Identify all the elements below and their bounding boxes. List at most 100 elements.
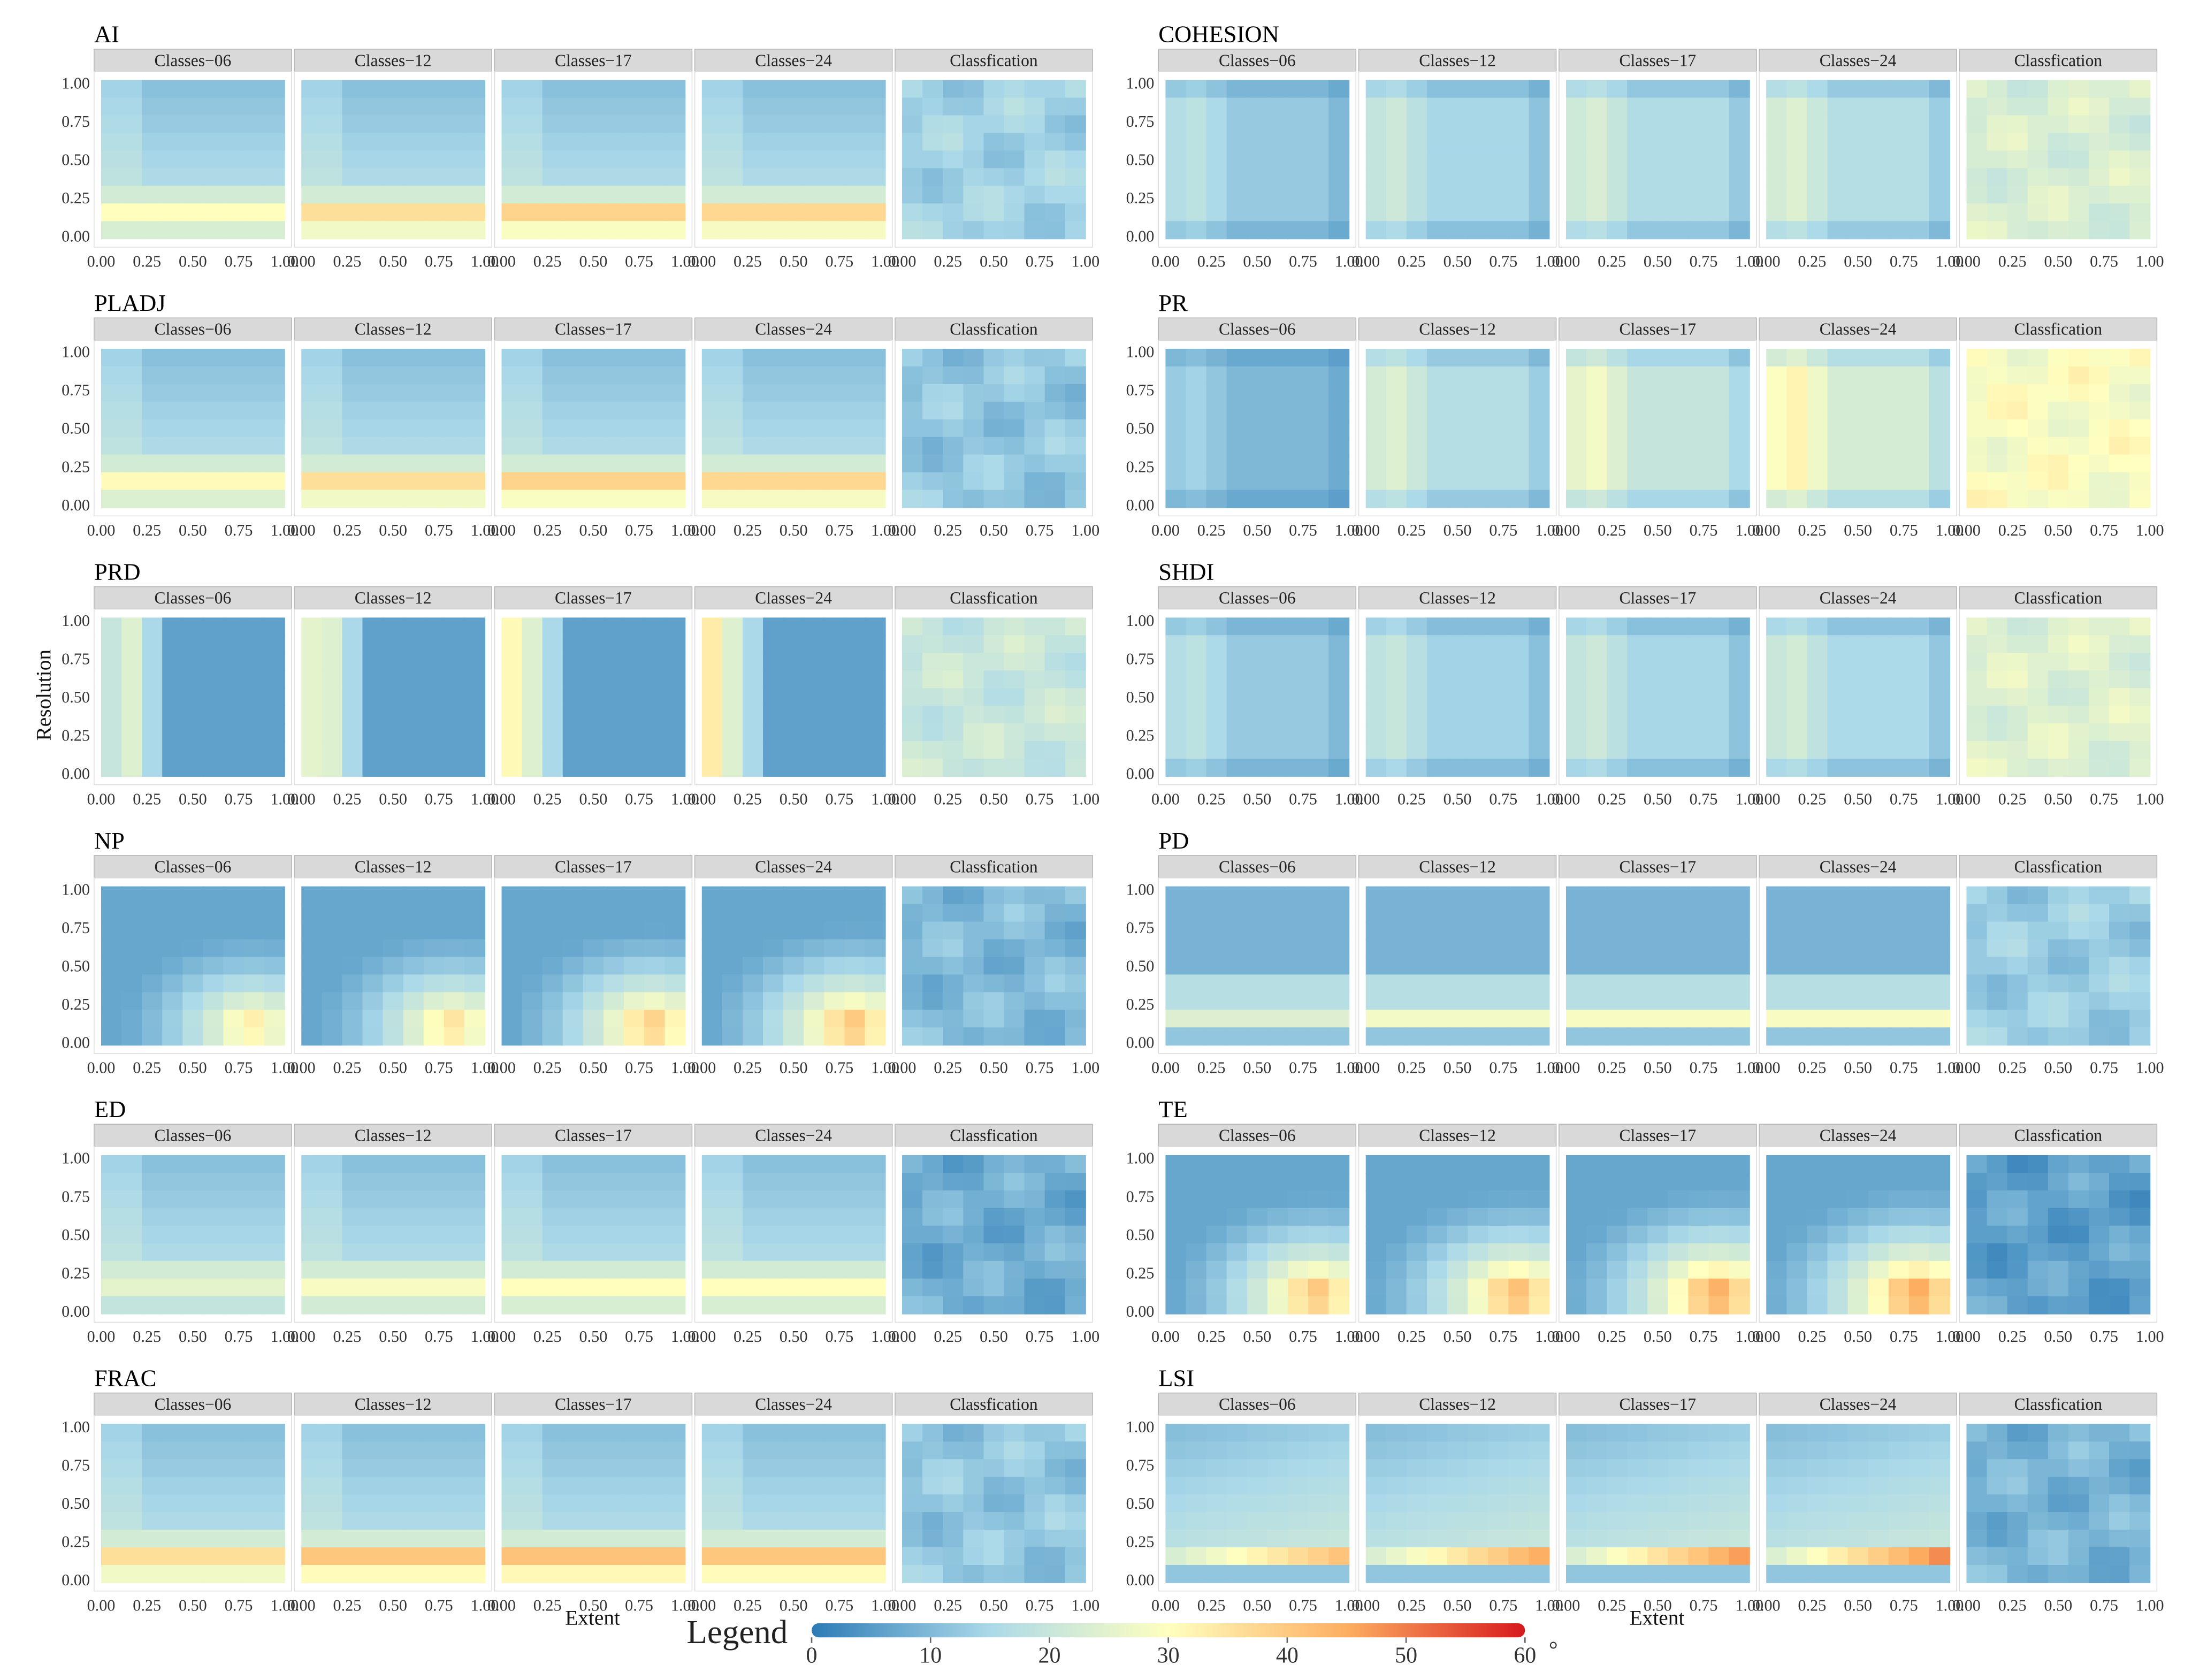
- heat-cell: [1647, 688, 1669, 707]
- heat-cell: [142, 670, 163, 689]
- heat-cell: [824, 1477, 845, 1495]
- heat-cell: [1165, 1261, 1187, 1279]
- heat-cell: [1786, 1296, 1808, 1315]
- heat-cell: [1908, 653, 1930, 671]
- heat-cell: [501, 886, 523, 905]
- heat-cell: [1488, 1190, 1509, 1209]
- x-tick-label: 0.75: [1890, 1059, 1918, 1077]
- heat-cell: [2068, 150, 2090, 169]
- heat-cell: [2109, 419, 2130, 438]
- heat-cell: [522, 401, 543, 420]
- heat-cell: [865, 670, 886, 689]
- heat-cell: [1447, 706, 1469, 724]
- heat-cell: [844, 957, 866, 975]
- heat-cell: [1647, 1278, 1669, 1297]
- heat-cell: [1165, 1208, 1187, 1226]
- heat-cell: [162, 419, 184, 438]
- heat-cell: [162, 1208, 184, 1226]
- heat-cell: [101, 1459, 123, 1478]
- heat-cell: [1847, 653, 1869, 671]
- x-tick-label: 0.75: [1489, 521, 1517, 539]
- x-tick-label: 0.50: [1644, 521, 1672, 539]
- heat-cell: [1206, 1027, 1227, 1046]
- heat-cell: [142, 366, 163, 385]
- heat-cell: [963, 653, 984, 671]
- heat-cell: [1565, 366, 1587, 385]
- heat-cell: [804, 1172, 825, 1191]
- heat-cell: [1406, 706, 1427, 724]
- heat-cell: [1406, 1208, 1427, 1226]
- heat-cell: [1929, 758, 1951, 777]
- heat-cell: [562, 758, 584, 777]
- heat-cell: [1668, 1027, 1689, 1046]
- heat-cell: [403, 437, 424, 455]
- heat-cell: [182, 886, 204, 905]
- x-tick-label: 0.25: [734, 1596, 762, 1614]
- heat-cell: [1386, 1243, 1407, 1262]
- heat-cell: [1044, 904, 1066, 922]
- heat-cell: [1729, 670, 1750, 689]
- heat-cell: [301, 437, 323, 455]
- heat-cell: [1044, 1261, 1066, 1279]
- x-tick-label: 1.00: [871, 521, 899, 539]
- heat-cell: [423, 221, 445, 240]
- heat-cell: [1729, 653, 1750, 671]
- heat-cell: [403, 957, 424, 975]
- heat-cell: [501, 490, 523, 508]
- heat-cell: [1024, 921, 1045, 940]
- heat-cell: [1966, 472, 1988, 491]
- heat-cell: [1165, 706, 1187, 724]
- heat-cell: [1729, 419, 1750, 438]
- x-tick-label: 1.00: [471, 790, 499, 808]
- heat-cell: [464, 1494, 486, 1513]
- heat-cell: [763, 384, 784, 402]
- heat-cell: [1786, 80, 1808, 98]
- panel-strip: [294, 317, 492, 341]
- x-tick-label: 0.50: [980, 1327, 1008, 1346]
- heat-cell: [142, 1027, 163, 1046]
- heat-cell: [1206, 635, 1227, 654]
- heat-cell: [1488, 1027, 1509, 1046]
- y-tick-label: 0.25: [1126, 1533, 1155, 1551]
- heat-cell: [2007, 957, 2028, 975]
- heat-cell: [902, 115, 923, 134]
- heat-cell: [783, 348, 805, 367]
- heat-cell: [1827, 115, 1849, 134]
- heat-cell: [522, 1027, 543, 1046]
- panel-strip-label: Classfication: [2014, 1126, 2103, 1145]
- heat-cell: [2109, 1278, 2130, 1297]
- heat-cell: [223, 1530, 245, 1548]
- heat-cell: [1586, 1296, 1608, 1315]
- heat-cell: [824, 115, 845, 134]
- heat-cell: [1827, 150, 1849, 169]
- heat-cell: [1065, 472, 1086, 491]
- heat-cell: [865, 740, 886, 759]
- heat-cell: [383, 1494, 404, 1513]
- heat-cell: [1024, 1564, 1045, 1583]
- heat-cell: [203, 97, 224, 116]
- heat-cell: [1468, 1155, 1489, 1173]
- x-tick-label: 0.75: [1026, 1596, 1054, 1614]
- panel-strip-label: Classes−12: [355, 1126, 432, 1145]
- heat-cell: [804, 740, 825, 759]
- heat-cell: [1386, 1172, 1407, 1191]
- heat-cell: [1365, 401, 1387, 420]
- heat-cell: [1406, 653, 1427, 671]
- heat-cell: [2068, 706, 2090, 724]
- heat-cell: [301, 1512, 323, 1531]
- heat-cell: [444, 80, 465, 98]
- heat-cell: [342, 401, 363, 420]
- heat-cell: [865, 1530, 886, 1548]
- heat-cell: [1165, 617, 1187, 636]
- heat-cell: [1004, 670, 1025, 689]
- heat-cell: [322, 992, 343, 1011]
- heat-cell: [583, 1027, 604, 1046]
- heat-cell: [2027, 740, 2049, 759]
- heat-cell: [1468, 921, 1489, 940]
- heat-cell: [865, 1172, 886, 1191]
- heat-cell: [243, 617, 265, 636]
- heat-cell: [464, 150, 486, 169]
- heat-cell: [2129, 419, 2151, 438]
- heat-cell: [2129, 688, 2151, 707]
- heat-cell: [322, 1441, 343, 1460]
